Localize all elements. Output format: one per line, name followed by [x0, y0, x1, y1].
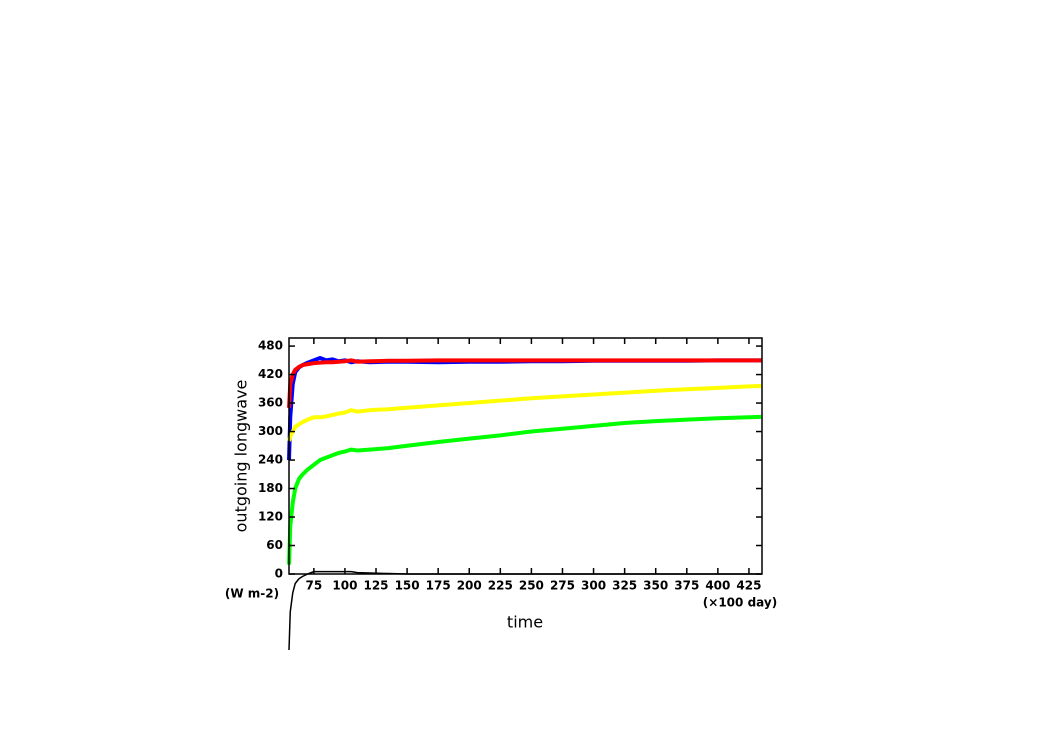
x-axis-label: time: [507, 613, 543, 632]
y-tick-label: 0: [275, 567, 283, 581]
x-tick-label: 175: [426, 579, 451, 593]
x-tick-label: 400: [705, 579, 730, 593]
x-tick-label: 150: [395, 579, 420, 593]
x-tick-label: 125: [363, 579, 388, 593]
y-axis-label: outgoing longwave: [232, 380, 251, 533]
x-tick-label: 275: [550, 579, 575, 593]
series-line: [287, 358, 762, 408]
x-tick-label: 75: [306, 579, 323, 593]
y-tick-label: 240: [258, 453, 283, 467]
y-tick-label: 180: [258, 481, 283, 495]
plot-frame: [288, 337, 763, 575]
x-tick-label: 375: [674, 579, 699, 593]
x-tick-label: 200: [457, 579, 482, 593]
y-unit: (W m-2): [225, 587, 279, 601]
y-tick-label: 360: [258, 396, 283, 410]
y-tick-label: 420: [258, 367, 283, 381]
x-tick-label: 425: [736, 579, 761, 593]
y-tick-label: 300: [258, 424, 283, 438]
x-tick-label: 100: [332, 579, 357, 593]
x-tick-label: 225: [488, 579, 513, 593]
series-line: [287, 414, 762, 565]
x-tick-label: 250: [519, 579, 544, 593]
y-tick-label: 120: [258, 510, 283, 524]
series-line: [287, 355, 762, 461]
y-tick-label: 480: [258, 339, 283, 353]
x-tick-label: 350: [643, 579, 668, 593]
x-tick-label: 300: [581, 579, 606, 593]
series-line: [287, 383, 762, 442]
x-unit: (×100 day): [703, 596, 777, 610]
x-tick-label: 325: [612, 579, 637, 593]
y-tick-label: 60: [266, 538, 283, 552]
